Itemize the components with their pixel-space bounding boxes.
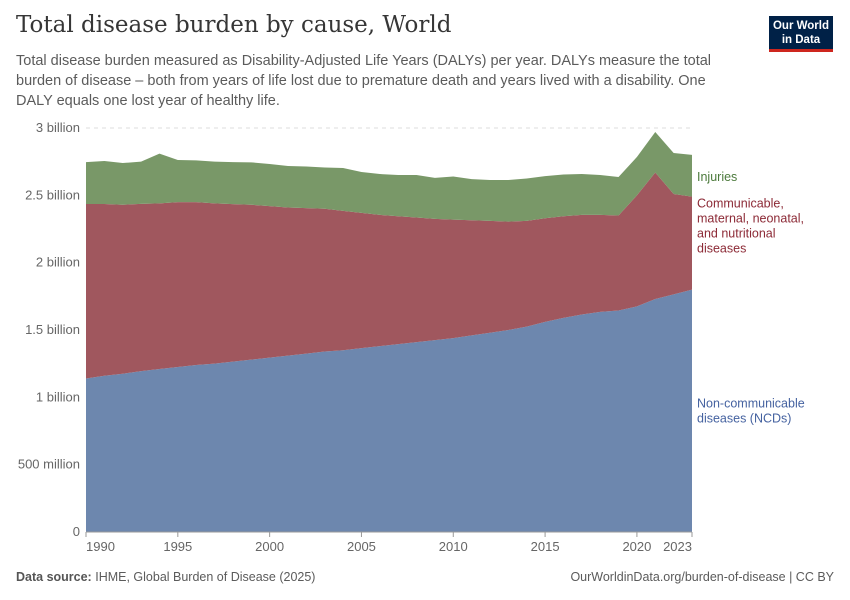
footer-link[interactable]: OurWorldinData.org/burden-of-disease | C… [570, 570, 834, 584]
area-series-0[interactable] [86, 289, 692, 532]
y-tick-label: 2.5 billion [25, 187, 80, 202]
legend-label: diseases [697, 242, 746, 256]
page-title: Total disease burden by cause, World [16, 12, 452, 38]
y-tick-label: 0 [73, 524, 80, 539]
x-tick-label: 2000 [255, 539, 284, 554]
source-text: IHME, Global Burden of Disease (2025) [95, 570, 316, 584]
x-tick-label: 1990 [86, 539, 115, 554]
y-tick-label: 2 billion [36, 255, 80, 270]
area-series-2[interactable] [86, 132, 692, 222]
x-tick-label: 2020 [622, 539, 651, 554]
logo-text: Our World in Data [772, 20, 829, 46]
x-tick-label: 2010 [439, 539, 468, 554]
y-tick-label: 3 billion [36, 120, 80, 135]
y-tick-label: 1 billion [36, 389, 80, 404]
x-tick-label: 2023 [663, 539, 692, 554]
x-tick-label: 2005 [347, 539, 376, 554]
x-tick-label: 2015 [531, 539, 560, 554]
y-tick-label: 1.5 billion [25, 322, 80, 337]
legend-label: Non-communicable [697, 396, 805, 410]
legend-label: diseases (NCDs) [697, 411, 791, 425]
subtitle: Total disease burden measured as Disabil… [16, 53, 712, 109]
owid-logo[interactable]: Our World in Data [769, 16, 833, 52]
x-tick-label: 1995 [163, 539, 192, 554]
legend-label: Injuries [697, 170, 737, 184]
legend-label: maternal, neonatal, [697, 212, 804, 226]
area-series-1[interactable] [86, 172, 692, 379]
source-label: Data source: [16, 570, 92, 584]
legend-label: Communicable, [697, 197, 784, 211]
y-tick-label: 500 million [18, 457, 80, 472]
legend-label: and nutritional [697, 227, 776, 241]
data-source: Data source: IHME, Global Burden of Dise… [16, 570, 315, 584]
